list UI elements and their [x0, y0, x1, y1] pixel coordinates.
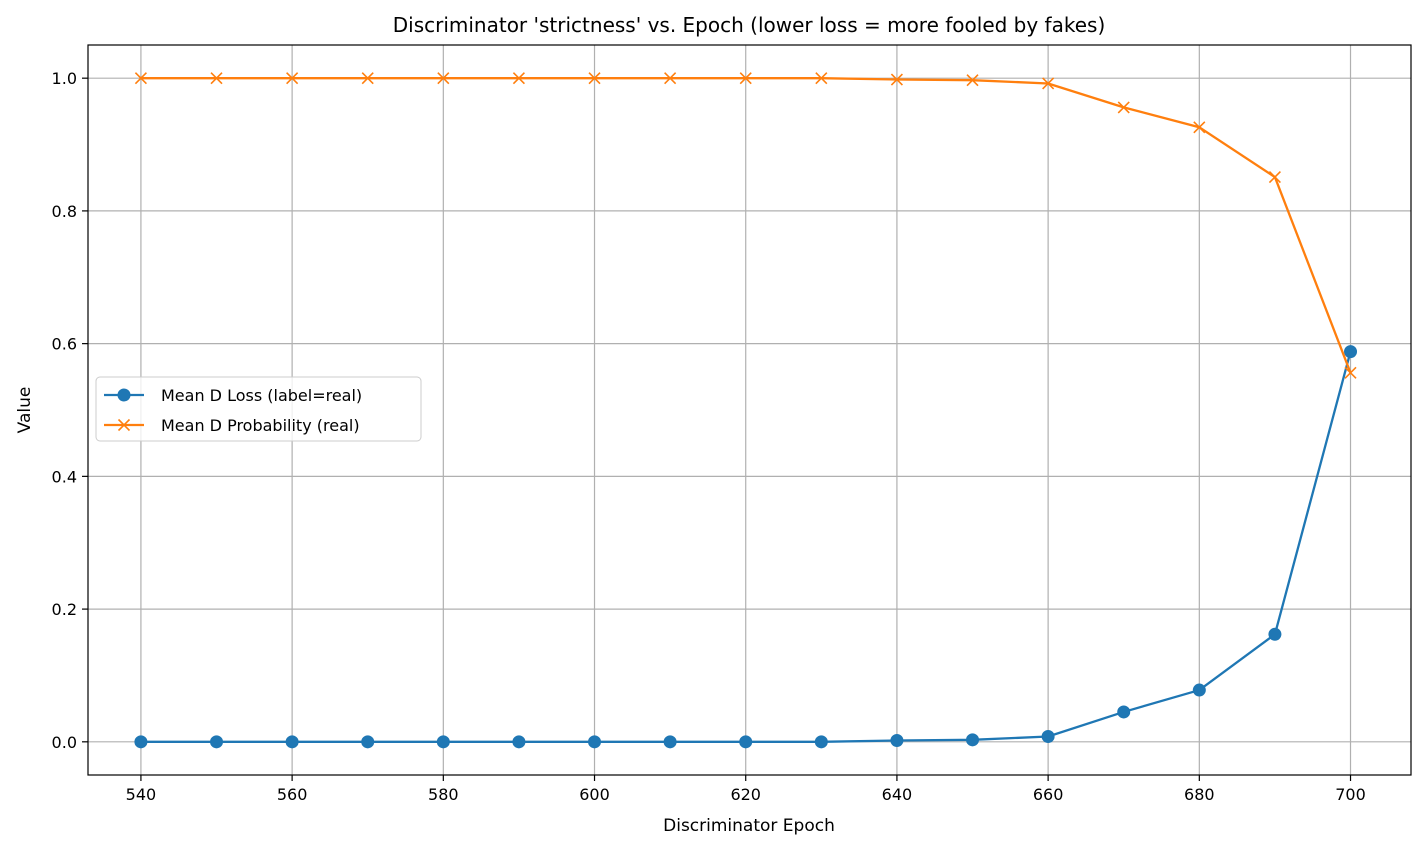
mean-d-loss-point [663, 735, 677, 749]
mean-d-probability-point [1042, 77, 1055, 90]
mean-d-probability-point [512, 72, 525, 85]
mean-d-loss-point [210, 735, 224, 749]
plot-frame [87, 44, 1412, 776]
plot-series [134, 72, 1358, 749]
x-tick-label: 600 [579, 785, 610, 804]
mean-d-loss-point [1117, 705, 1131, 719]
mean-d-probability-legend-label: Mean D Probability (real) [161, 416, 360, 435]
mean-d-probability-point [815, 72, 828, 85]
x-tick-label: 560 [277, 785, 308, 804]
mean-d-probability-legend-marker [117, 418, 131, 432]
chart-title: Discriminator 'strictness' vs. Epoch (lo… [393, 13, 1106, 37]
mean-d-loss-series [134, 345, 1358, 749]
mean-d-probability-point [588, 72, 601, 85]
legend-box [95, 376, 422, 442]
y-axis-label: Value [15, 387, 35, 434]
mean-d-probability-point [739, 72, 752, 85]
y-tick-label: 1.0 [52, 69, 77, 88]
y-tick-label: 0.2 [52, 600, 77, 619]
mean-d-probability-point [966, 74, 979, 87]
mean-d-probability-point [437, 72, 450, 85]
chart-legend: Mean D Loss (label=real) Mean D Probabili… [95, 376, 422, 442]
x-tick-label: 680 [1184, 785, 1215, 804]
mean-d-loss-point [436, 735, 450, 749]
y-tick-label: 0.8 [52, 202, 77, 221]
y-tick-label: 0.4 [52, 467, 77, 486]
mean-d-probability-series [134, 72, 1357, 379]
mean-d-probability-point [890, 73, 903, 86]
x-tick-label: 540 [126, 785, 157, 804]
y-tick-label: 0.6 [52, 335, 77, 354]
x-tick-label: 620 [730, 785, 761, 804]
mean-d-loss-point [588, 735, 602, 749]
mean-d-probability-point [1268, 170, 1281, 184]
x-axis-ticks: 540 560 580 600 620 640 660 680 700 [126, 775, 1366, 804]
mean-d-loss-point [966, 733, 980, 747]
x-tick-label: 700 [1335, 785, 1366, 804]
y-axis-ticks: 0.0 0.2 0.4 0.6 0.8 1.0 [52, 69, 88, 752]
mean-d-probability-point [1193, 121, 1206, 134]
x-tick-label: 580 [428, 785, 459, 804]
y-tick-label: 0.0 [52, 733, 77, 752]
x-tick-label: 660 [1033, 785, 1064, 804]
mean-d-probability-point [1344, 366, 1357, 379]
mean-d-loss-point [1268, 627, 1282, 641]
mean-d-loss-legend-label: Mean D Loss (label=real) [161, 386, 362, 405]
mean-d-loss-legend-marker [117, 388, 131, 402]
mean-d-probability-point [1117, 101, 1130, 114]
x-axis-label: Discriminator Epoch [663, 816, 835, 836]
mean-d-loss-point [1041, 730, 1055, 744]
mean-d-loss-point [814, 735, 828, 749]
mean-d-loss-point [361, 735, 375, 749]
mean-d-loss-point [134, 735, 148, 749]
mean-d-probability-point [286, 72, 299, 85]
mean-d-probability-point [361, 72, 374, 85]
mean-d-loss-point [739, 735, 753, 749]
mean-d-loss-point [1344, 345, 1358, 359]
mean-d-loss-point [890, 733, 904, 747]
x-tick-label: 640 [882, 785, 913, 804]
mean-d-loss-point [512, 735, 526, 749]
mean-d-probability-point [664, 72, 677, 85]
mean-d-probability-point [134, 72, 147, 85]
mean-d-loss-point [1192, 683, 1206, 697]
mean-d-loss-point [285, 735, 299, 749]
mean-d-probability-point [210, 72, 223, 85]
